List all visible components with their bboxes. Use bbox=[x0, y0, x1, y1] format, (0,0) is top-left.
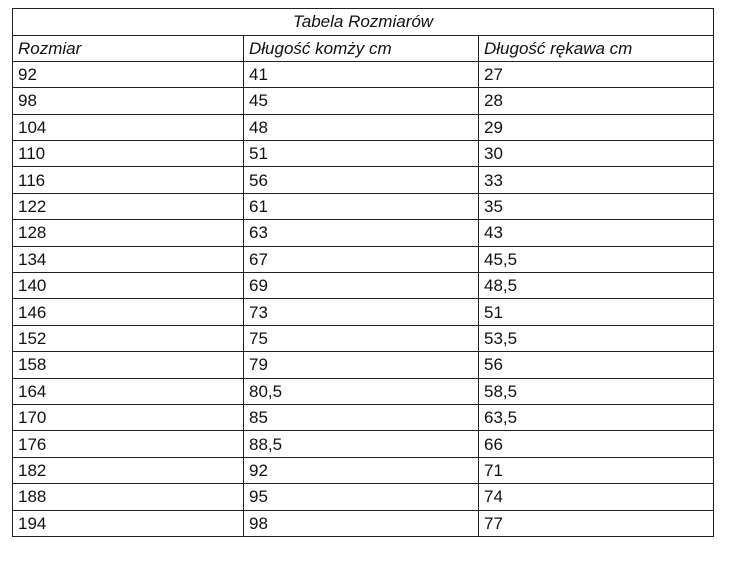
body-length-cell: 95 bbox=[243, 483, 479, 511]
body-length-cell: 67 bbox=[243, 245, 479, 274]
table-row: 182 92 71 bbox=[12, 456, 715, 485]
sleeve-length-cell: 56 bbox=[477, 351, 715, 379]
body-length-cell: 48 bbox=[243, 113, 479, 142]
size-cell: 152 bbox=[12, 324, 244, 353]
header-body-length: Długość komży cm bbox=[243, 34, 479, 62]
size-cell: 140 bbox=[12, 272, 244, 300]
size-table: Tabela Rozmiarów Rozmiar Długość komży c… bbox=[11, 8, 715, 537]
size-cell: 188 bbox=[12, 483, 244, 511]
sleeve-length-cell: 43 bbox=[477, 219, 715, 247]
sleeve-length-cell: 53,5 bbox=[477, 324, 715, 353]
sleeve-length-cell: 66 bbox=[477, 430, 715, 458]
table-row: 176 88,5 66 bbox=[12, 430, 715, 458]
sleeve-length-cell: 51 bbox=[477, 298, 715, 326]
body-length-cell: 92 bbox=[243, 456, 479, 485]
table-row: 170 85 63,5 bbox=[12, 403, 715, 432]
size-cell: 104 bbox=[12, 113, 244, 142]
body-length-cell: 73 bbox=[243, 298, 479, 326]
size-cell: 128 bbox=[12, 219, 244, 247]
sleeve-length-cell: 58,5 bbox=[477, 377, 715, 405]
header-size: Rozmiar bbox=[12, 34, 244, 62]
sleeve-length-cell: 33 bbox=[477, 166, 715, 194]
sleeve-length-cell: 77 bbox=[477, 509, 715, 537]
sleeve-length-cell: 35 bbox=[477, 192, 715, 221]
body-length-cell: 80,5 bbox=[243, 377, 479, 405]
table-title: Tabela Rozmiarów bbox=[11, 8, 715, 36]
size-cell: 116 bbox=[12, 166, 244, 194]
table-row: 140 69 48,5 bbox=[12, 272, 715, 300]
table-row: 116 56 33 bbox=[12, 166, 715, 194]
body-length-cell: 61 bbox=[243, 192, 479, 221]
table-row: 158 79 56 bbox=[12, 351, 715, 379]
body-length-cell: 69 bbox=[243, 272, 479, 300]
body-length-cell: 45 bbox=[243, 87, 479, 115]
body-length-cell: 63 bbox=[243, 219, 479, 247]
table-row: 194 98 77 bbox=[12, 509, 715, 537]
body-length-cell: 51 bbox=[243, 140, 479, 168]
size-cell: 170 bbox=[12, 403, 244, 432]
body-length-cell: 75 bbox=[243, 324, 479, 353]
sleeve-length-cell: 29 bbox=[477, 113, 715, 142]
size-cell: 92 bbox=[12, 60, 244, 89]
table-row: 164 80,5 58,5 bbox=[12, 377, 715, 405]
table-row: 110 51 30 bbox=[12, 140, 715, 168]
table-row: 104 48 29 bbox=[12, 113, 715, 142]
header-sleeve-length: Długość rękawa cm bbox=[477, 34, 715, 62]
sleeve-length-cell: 71 bbox=[477, 456, 715, 485]
body-length-cell: 41 bbox=[243, 60, 479, 89]
sleeve-length-cell: 27 bbox=[477, 60, 715, 89]
body-length-cell: 88,5 bbox=[243, 430, 479, 458]
body-length-cell: 56 bbox=[243, 166, 479, 194]
size-cell: 122 bbox=[12, 192, 244, 221]
size-cell: 182 bbox=[12, 456, 244, 485]
sleeve-length-cell: 45,5 bbox=[477, 245, 715, 274]
table-row: 152 75 53,5 bbox=[12, 324, 715, 353]
body-length-cell: 85 bbox=[243, 403, 479, 432]
body-length-cell: 79 bbox=[243, 351, 479, 379]
sleeve-length-cell: 48,5 bbox=[477, 272, 715, 300]
sleeve-length-cell: 30 bbox=[477, 140, 715, 168]
table-row: 134 67 45,5 bbox=[12, 245, 715, 274]
table-row: 188 95 74 bbox=[12, 483, 715, 511]
size-cell: 98 bbox=[12, 87, 244, 115]
sleeve-length-cell: 28 bbox=[477, 87, 715, 115]
table-row: 122 61 35 bbox=[12, 192, 715, 221]
body-length-cell: 98 bbox=[243, 509, 479, 537]
table-header-row: Rozmiar Długość komży cm Długość rękawa … bbox=[12, 34, 715, 62]
table-row: 128 63 43 bbox=[12, 219, 715, 247]
size-cell: 134 bbox=[12, 245, 244, 274]
table-title-row: Tabela Rozmiarów bbox=[11, 8, 715, 36]
table-row: 146 73 51 bbox=[12, 298, 715, 326]
sleeve-length-cell: 63,5 bbox=[477, 403, 715, 432]
sleeve-length-cell: 74 bbox=[477, 483, 715, 511]
table-row: 92 41 27 bbox=[12, 60, 715, 89]
size-cell: 110 bbox=[12, 140, 244, 168]
size-cell: 146 bbox=[12, 298, 244, 326]
size-cell: 194 bbox=[12, 509, 244, 537]
size-cell: 164 bbox=[12, 377, 244, 405]
size-cell: 158 bbox=[12, 351, 244, 379]
table-row: 98 45 28 bbox=[12, 87, 715, 115]
size-cell: 176 bbox=[12, 430, 244, 458]
